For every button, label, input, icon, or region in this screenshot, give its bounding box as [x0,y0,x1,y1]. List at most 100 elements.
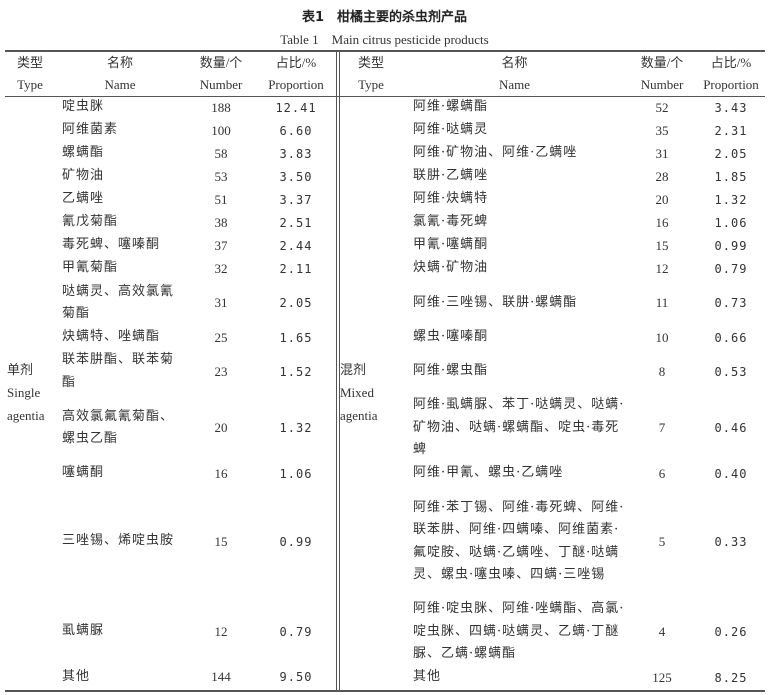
single-agent-table: 类型 Type 名称 Name 数量/个 Number 占比/% Proportion … [5,52,335,689]
name-cell: 阿维·甲氰、螺虫·乙螨唑 [402,462,627,485]
name-text: 阿维·螺虫酯 [413,363,489,379]
name-cell: 炔螨特、唑螨酯 [55,326,185,349]
name-text: 联肼·乙螨唑 [413,168,489,184]
proportion-cell: 0.79 [714,261,748,276]
number-cell: 144 [211,669,231,684]
number-cell: 6 [658,465,666,481]
name-cell: 阿维·啶虫脒、阿维·唑螨酯、高氯·啶虫脒、四螨·哒螨灵、乙螨·丁醚脲、乙螨·螺螨… [402,598,627,666]
number-cell: 7 [658,420,666,435]
name-text: 噻螨酮 [62,465,105,481]
header-number: 数量/个 Number [199,55,243,92]
number-cell: 10 [655,329,669,345]
number-cell: 20 [214,420,228,435]
type-cell: 混剂 Mixed agentia [340,96,402,690]
name-cell: 噻螨酮 [55,462,185,485]
proportion-cell: 0.46 [714,421,748,435]
type-cell: 单剂 Single agentia [5,96,55,689]
table-caption-en: Table 1 Main citrus pesticide products [280,32,489,47]
name-text: 三唑锡、烯啶虫胺 [62,533,175,549]
proportion-cell: 3.37 [279,192,313,207]
header-row: 类型 Type 名称 Name 数量/个 Number 占比/% Proportion [5,52,335,96]
number-cell: 8 [658,363,666,379]
type-en: Single [7,385,41,400]
proportion-cell: 1.32 [714,192,748,207]
proportion-cell: 0.79 [279,624,313,639]
name-cell: 氰戊菊酯 [55,211,185,234]
proportion-cell: 0.26 [714,624,748,639]
proportion-cell: 1.32 [279,421,313,435]
table-row: 阿维·苯丁锡、阿维·毒死蜱、阿维·联苯肼、阿维·四螨嗪、阿维菌素·氟啶胺、哒螨·… [340,485,765,598]
number-cell: 51 [214,191,228,207]
number-cell: 25 [214,329,228,345]
name-text: 乙螨唑 [62,191,105,207]
name-text: 阿维·炔螨特 [413,191,489,207]
name-cell: 三唑锡、烯啶虫胺 [55,485,185,598]
table-row: 其他 144 9.50 [5,665,335,689]
number-cell: 38 [214,214,228,230]
proportion-cell: 2.51 [279,215,313,230]
name-cell: 阿维·矿物油、阿维·乙螨唑 [402,142,627,165]
table-row: 联肼·乙螨唑 28 1.85 [340,165,765,188]
number-cell: 35 [655,122,669,138]
table-row: 其他 125 8.25 [340,666,765,690]
proportion-cell: 2.11 [279,261,313,276]
type-zh: 单剂 [7,362,34,377]
number-cell: 16 [655,214,669,230]
name-text: 其他 [62,668,91,684]
name-cell: 联肼·乙螨唑 [402,165,627,188]
table-row: 单剂 Single agentia 啶虫脒 188 12.41 [5,96,335,423]
type-en: Mixed [340,385,374,401]
number-cell: 15 [655,237,669,253]
proportion-cell: 6.60 [279,123,313,138]
number-cell: 52 [655,99,669,115]
proportion-cell: 1.65 [279,330,313,345]
name-text: 阿维·虱螨脲、苯丁·哒螨灵、哒螨·矿物油、哒螨·螺螨酯、啶虫·毒死蜱 [413,397,625,458]
table-row: 阿维·哒螨灵 35 2.31 [340,119,765,142]
proportion-cell: 1.85 [714,169,748,184]
type-en: agentia [7,408,45,423]
proportion-cell: 1.06 [279,466,313,481]
name-cell: 联苯肼酯、联苯菊酯 [55,349,185,394]
name-text: 氯氰·毒死蜱 [413,214,489,230]
name-cell: 阿维·炔螨特 [402,188,627,211]
name-cell: 阿维菌素 [55,119,185,142]
name-cell: 甲氰菊酯 [55,257,185,280]
name-cell: 矿物油 [55,165,185,188]
number-cell: 31 [214,295,228,310]
header-name: 名称 Name [498,55,531,92]
table-row: 炔螨·矿物油 12 0.79 [340,257,765,280]
name-text: 哒螨灵、高效氯氰菊酯 [62,283,175,322]
name-cell: 甲氰·噻螨酮 [402,234,627,257]
name-cell: 阿维·虱螨脲、苯丁·哒螨灵、哒螨·矿物油、哒螨·螺螨酯、啶虫·毒死蜱 [402,394,627,462]
name-cell: 炔螨·矿物油 [402,257,627,280]
proportion-cell: 0.66 [714,330,748,345]
table-row: 炔螨特、唑螨酯 25 1.65 [5,326,335,349]
header-rule [5,96,765,97]
number-cell: 11 [655,295,669,310]
number-cell: 20 [655,191,669,207]
name-text: 氰戊菊酯 [62,214,119,230]
table-row: 阿维·螺虫酯 8 0.53 [340,349,765,394]
header-proportion: 占比/% Proportion [268,55,324,92]
name-text: 炔螨·矿物油 [413,260,489,276]
name-cell: 阿维·三唑锡、联肼·螺螨酯 [402,280,627,326]
name-text: 啶虫脒 [62,99,105,115]
double-divider [336,50,340,691]
number-cell: 23 [214,363,228,379]
name-text: 阿维菌素 [62,122,119,138]
table-row: 毒死蜱、噻嗪酮 37 2.44 [5,234,335,257]
proportion-cell: 2.31 [714,123,748,138]
mixed-agent-table: 类型 Type 名称 Name 数量/个 Number 占比/% Proportion … [340,52,765,690]
table-row: 哒螨灵、高效氯氰菊酯 31 2.05 [5,280,335,326]
table-caption-zh: 表1 柑橘主要的杀虫剂产品 [301,10,468,25]
name-cell: 啶虫脒 [55,96,185,119]
table-row: 螺螨酯 58 3.83 [5,142,335,165]
proportion-cell: 12.41 [275,100,317,115]
number-cell: 125 [652,669,672,685]
table-row: 阿维·啶虫脒、阿维·唑螨酯、高氯·啶虫脒、四螨·哒螨灵、乙螨·丁醚脲、乙螨·螺螨… [340,598,765,666]
table-row: 三唑锡、烯啶虫胺 15 0.99 [5,485,335,598]
proportion-cell: 1.52 [279,364,313,379]
name-text: 阿维·哒螨灵 [413,122,489,138]
proportion-cell: 0.33 [714,534,748,549]
number-cell: 12 [655,260,669,276]
